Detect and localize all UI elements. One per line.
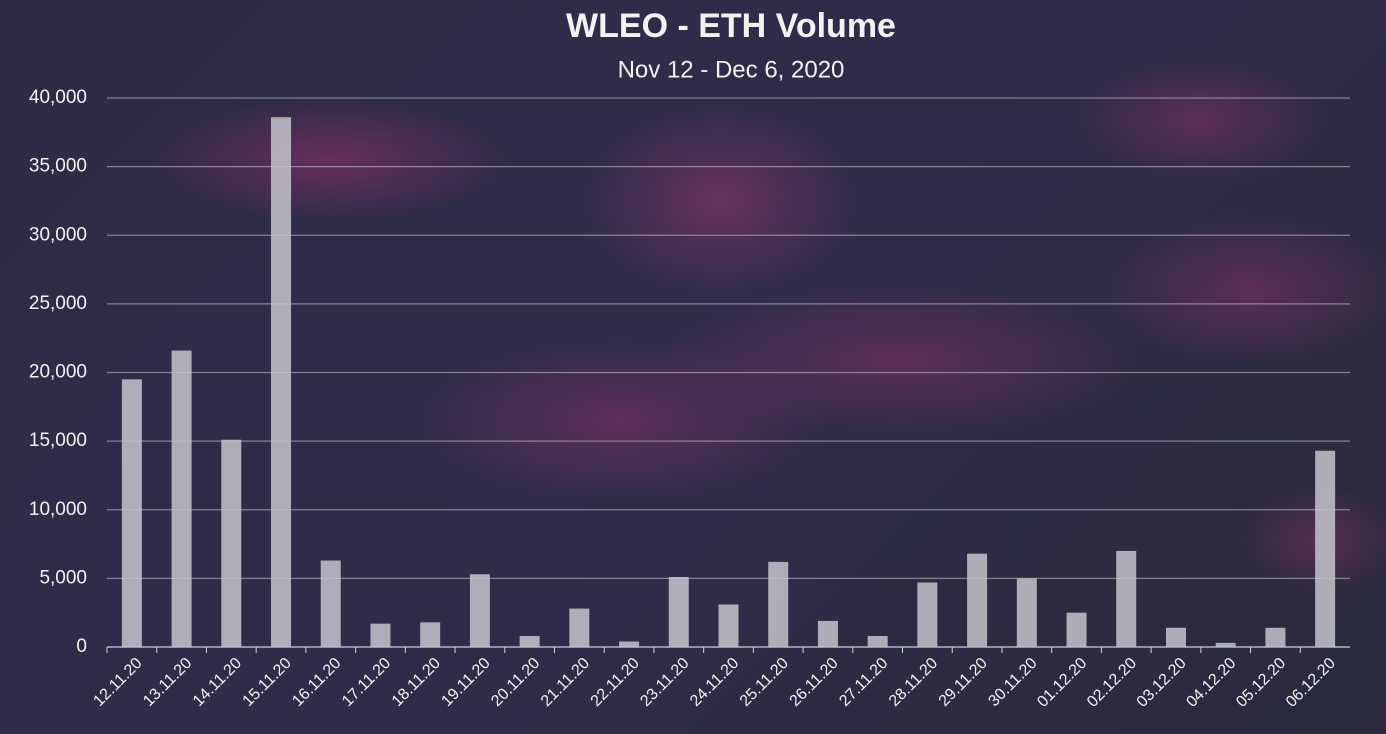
x-tick-label: 17.11.20 bbox=[339, 655, 394, 710]
x-tick-label: 25.11.20 bbox=[737, 655, 792, 710]
y-tick-label: 0 bbox=[76, 636, 87, 657]
y-tick-label: 30,000 bbox=[29, 224, 87, 245]
bar bbox=[1016, 578, 1037, 647]
x-tick-label: 04.12.20 bbox=[1183, 655, 1239, 711]
x-tick-label: 23.11.20 bbox=[637, 655, 692, 710]
bar bbox=[271, 117, 292, 648]
y-tick-label: 40,000 bbox=[29, 87, 87, 108]
x-tick-label: 26.11.20 bbox=[787, 655, 842, 710]
bar bbox=[1066, 612, 1087, 647]
y-tick-label: 35,000 bbox=[29, 156, 87, 177]
x-tick-label: 05.12.20 bbox=[1233, 655, 1289, 711]
x-tick-label: 15.11.20 bbox=[240, 655, 295, 710]
y-tick-label: 20,000 bbox=[29, 362, 87, 383]
x-tick-label: 12.11.20 bbox=[90, 655, 145, 710]
x-tick-label: 30.11.20 bbox=[985, 655, 1040, 710]
x-tick-label: 02.12.20 bbox=[1084, 655, 1140, 711]
bar bbox=[1265, 627, 1286, 647]
x-tick-label: 18.11.20 bbox=[389, 655, 444, 710]
bar bbox=[718, 604, 739, 647]
x-tick-label: 27.11.20 bbox=[836, 655, 891, 710]
bar bbox=[1315, 450, 1336, 647]
x-tick-label: 14.11.20 bbox=[190, 655, 245, 710]
bar bbox=[121, 379, 142, 647]
bar bbox=[569, 608, 590, 647]
bar bbox=[320, 560, 341, 647]
x-tick-label: 21.11.20 bbox=[538, 655, 593, 710]
bar bbox=[967, 553, 988, 647]
chart-subtitle: Nov 12 - Dec 6, 2020 bbox=[618, 56, 845, 83]
bar bbox=[768, 561, 789, 647]
x-tick-label: 29.11.20 bbox=[936, 655, 991, 710]
y-tick-label: 5,000 bbox=[39, 567, 87, 588]
bar bbox=[1116, 550, 1137, 647]
bar bbox=[221, 439, 242, 647]
bar bbox=[171, 350, 192, 647]
x-tick-label: 16.11.20 bbox=[289, 655, 344, 710]
y-tick-label: 15,000 bbox=[29, 430, 87, 451]
bar bbox=[519, 636, 540, 647]
x-tick-label: 01.12.20 bbox=[1034, 655, 1090, 711]
y-tick-label: 10,000 bbox=[29, 499, 87, 520]
x-tick-label: 19.11.20 bbox=[438, 655, 493, 710]
x-tick-label: 20.11.20 bbox=[488, 655, 543, 710]
bar bbox=[370, 623, 391, 647]
x-tick-label: 13.11.20 bbox=[140, 655, 195, 710]
bar bbox=[469, 574, 490, 647]
x-tick-label: 24.11.20 bbox=[687, 655, 742, 710]
x-tick-label: 22.11.20 bbox=[588, 655, 643, 710]
bar bbox=[917, 582, 938, 647]
bar bbox=[619, 641, 640, 647]
x-tick-label: 06.12.20 bbox=[1283, 655, 1339, 711]
bar bbox=[668, 577, 689, 647]
bar bbox=[867, 636, 888, 647]
bar bbox=[420, 622, 441, 647]
x-tick-label: 28.11.20 bbox=[886, 655, 941, 710]
x-tick-label: 03.12.20 bbox=[1134, 655, 1190, 711]
bar bbox=[1215, 642, 1236, 647]
bar bbox=[817, 620, 838, 647]
y-tick-label: 25,000 bbox=[29, 293, 87, 314]
bar bbox=[1165, 627, 1186, 647]
chart-title: WLEO - ETH Volume bbox=[566, 7, 896, 45]
